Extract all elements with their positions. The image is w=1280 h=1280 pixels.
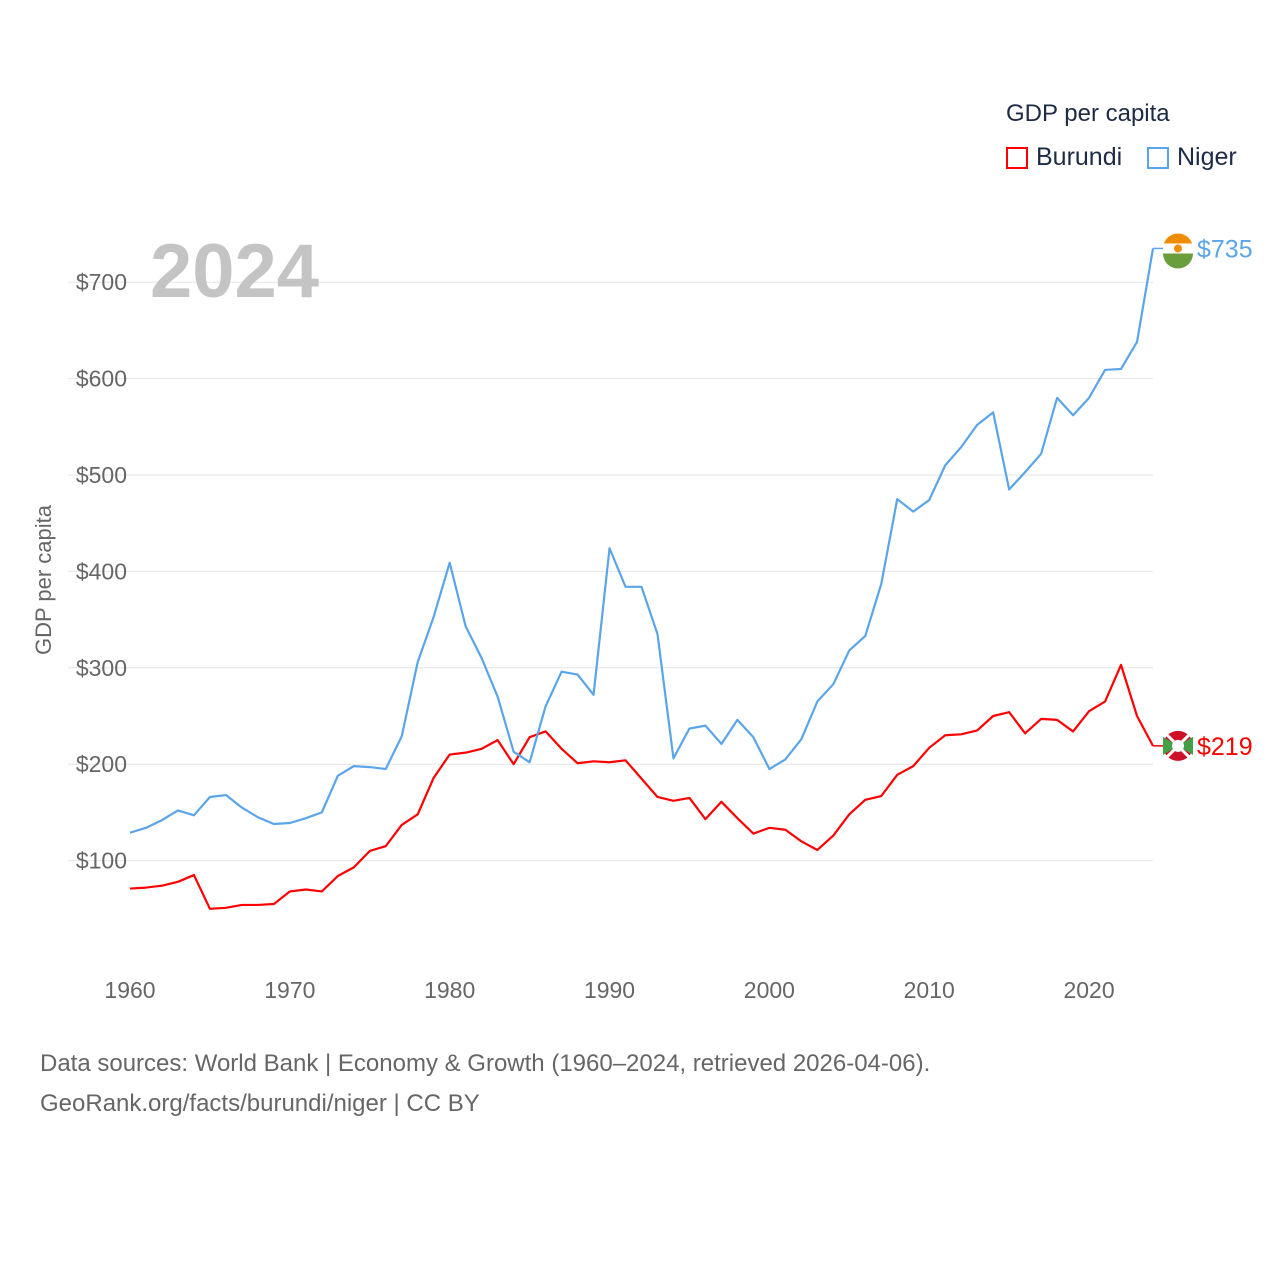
burundi-flag-green <box>1163 736 1178 755</box>
y-tick-label: $300 <box>76 655 127 681</box>
burundi-flag-green <box>1178 736 1193 755</box>
x-tick-label: 2020 <box>1063 977 1114 1003</box>
y-axis-label: GDP per capita <box>31 504 56 655</box>
x-tick-label: 1980 <box>424 977 475 1003</box>
x-tick-label: 2000 <box>744 977 795 1003</box>
source-line-1: Data sources: World Bank | Economy & Gro… <box>40 1050 931 1077</box>
y-tick-label: $400 <box>76 558 127 584</box>
y-tick-label: $200 <box>76 751 127 777</box>
legend-swatch-niger <box>1147 146 1169 169</box>
burundi-flag-disc <box>1172 739 1184 752</box>
legend-label-burundi: Burundi <box>1036 143 1123 171</box>
source-line-2[interactable]: GeoRank.org/facts/burundi/niger | CC BY <box>40 1090 480 1117</box>
x-tick-label: 1960 <box>104 977 155 1003</box>
end-value-label-niger: $735 <box>1197 235 1253 263</box>
legend-item-niger[interactable]: Niger <box>1147 143 1237 172</box>
niger-flag-band <box>1163 253 1193 269</box>
legend-swatch-burundi <box>1006 146 1028 169</box>
y-tick-label: $700 <box>76 269 127 295</box>
x-tick-label: 2010 <box>904 977 955 1003</box>
legend-label-niger: Niger <box>1177 143 1237 171</box>
end-value-label-burundi: $219 <box>1197 733 1253 761</box>
x-tick-label: 1990 <box>584 977 635 1003</box>
y-tick-label: $100 <box>76 848 127 874</box>
y-tick-label: $600 <box>76 366 127 392</box>
x-tick-label: 1970 <box>264 977 315 1003</box>
series-line-niger <box>129 248 1155 834</box>
year-label: 2024 <box>150 229 320 314</box>
legend-title: GDP per capita <box>1006 100 1170 127</box>
legend-item-burundi[interactable]: Burundi <box>1006 143 1122 172</box>
y-tick-label: $500 <box>76 462 127 488</box>
source-note: Data sources: World Bank | Economy & Gro… <box>40 1044 930 1124</box>
series-line-burundi <box>129 663 1154 910</box>
niger-flag-sun <box>1174 244 1182 253</box>
